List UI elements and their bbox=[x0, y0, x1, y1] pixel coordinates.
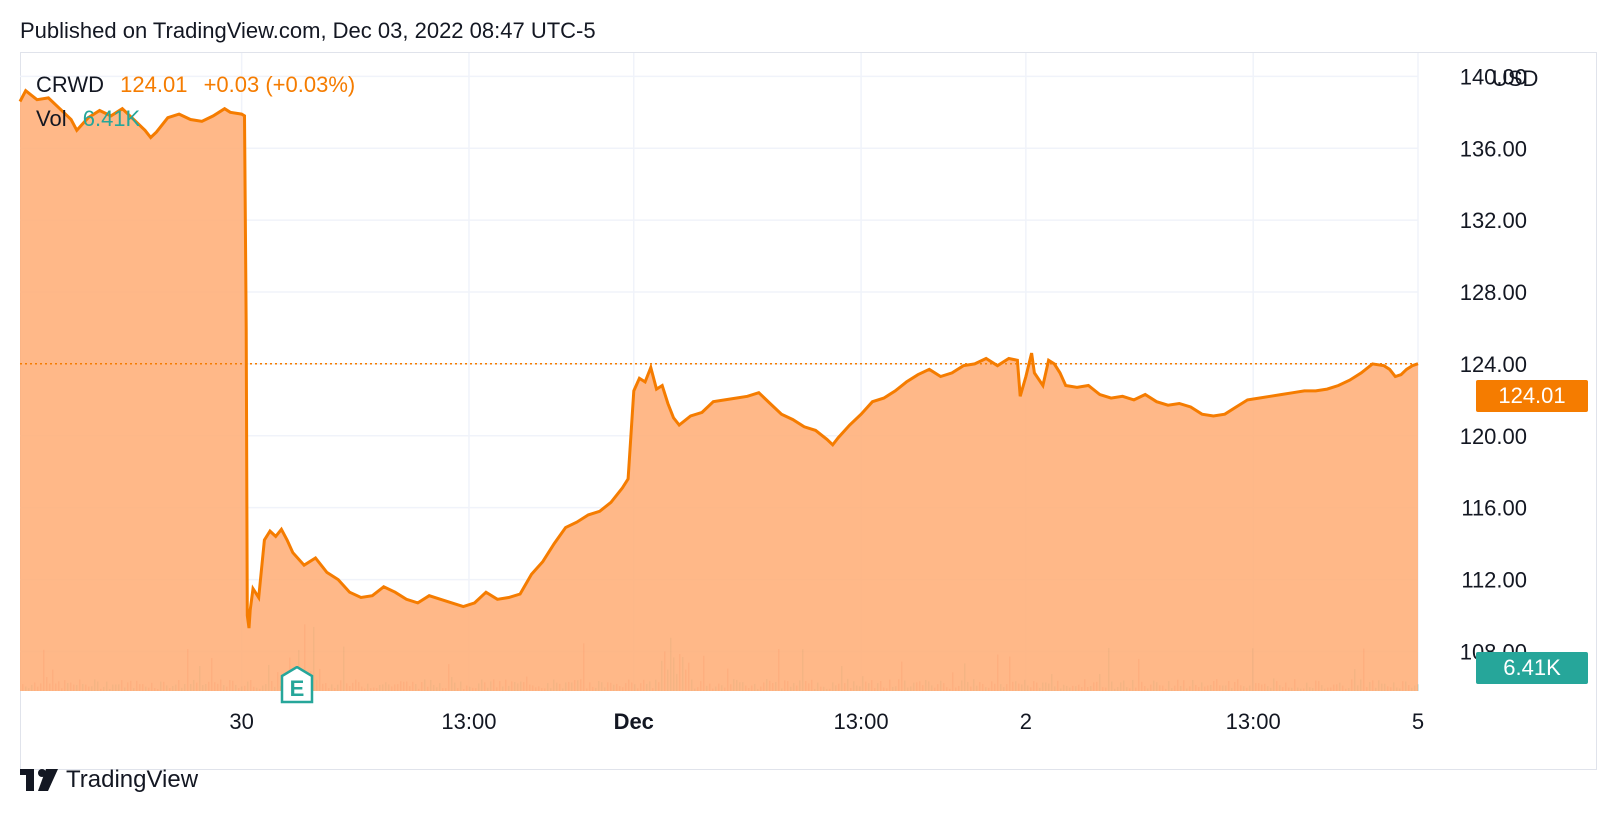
price-area-fill bbox=[20, 90, 1418, 691]
last-price-badge: 124.01 bbox=[1476, 380, 1588, 412]
footer: TradingView bbox=[20, 766, 198, 794]
x-tick-label: Dec bbox=[614, 709, 654, 734]
x-tick-label: 13:00 bbox=[1226, 709, 1281, 734]
y-tick-label: 116.00 bbox=[1461, 496, 1527, 521]
y-tick-label: 140.00 bbox=[1460, 64, 1527, 89]
x-tick-label: 30 bbox=[229, 709, 253, 734]
legend-symbol[interactable]: CRWD bbox=[36, 72, 105, 97]
y-tick-label: 136.00 bbox=[1460, 136, 1527, 161]
footer-brand[interactable]: TradingView bbox=[66, 766, 199, 793]
tradingview-logo-icon[interactable] bbox=[20, 769, 58, 791]
legend-vol-label[interactable]: Vol bbox=[36, 106, 67, 131]
legend-price: CRWD 124.01 +0.03 (+0.03%) bbox=[36, 72, 365, 98]
earnings-icon[interactable]: E bbox=[280, 666, 314, 704]
y-tick-label: 120.00 bbox=[1460, 424, 1527, 449]
last-volume-badge: 6.41K bbox=[1476, 652, 1588, 684]
currency-label[interactable]: USD bbox=[1492, 66, 1539, 91]
x-tick-label: 13:00 bbox=[834, 709, 889, 734]
earnings-label: E bbox=[290, 676, 305, 701]
legend-volume: Vol 6.41K bbox=[36, 106, 150, 132]
y-tick-label: 132.00 bbox=[1460, 208, 1527, 233]
x-tick-label: 13:00 bbox=[441, 709, 496, 734]
published-note: Published on TradingView.com, Dec 03, 20… bbox=[20, 18, 596, 43]
y-tick-label: 124.00 bbox=[1460, 352, 1527, 377]
y-tick-label: 112.00 bbox=[1461, 568, 1527, 593]
y-axis-ticks: 140.00 136.00 132.00 128.00 124.00 120.00 116.… bbox=[1460, 64, 1527, 664]
legend-last-price: 124.01 bbox=[120, 72, 188, 97]
legend-vol-value: 6.41K bbox=[82, 106, 141, 131]
x-tick-label: 2 bbox=[1020, 709, 1032, 734]
x-tick-label: 5 bbox=[1412, 709, 1424, 734]
y-tick-label: 128.00 bbox=[1460, 280, 1527, 305]
x-axis-ticks: 30 13:00 Dec 13:00 2 13:00 5 bbox=[229, 709, 1424, 734]
price-line bbox=[18, 88, 1419, 629]
legend-change: +0.03 (+0.03%) bbox=[203, 72, 356, 97]
